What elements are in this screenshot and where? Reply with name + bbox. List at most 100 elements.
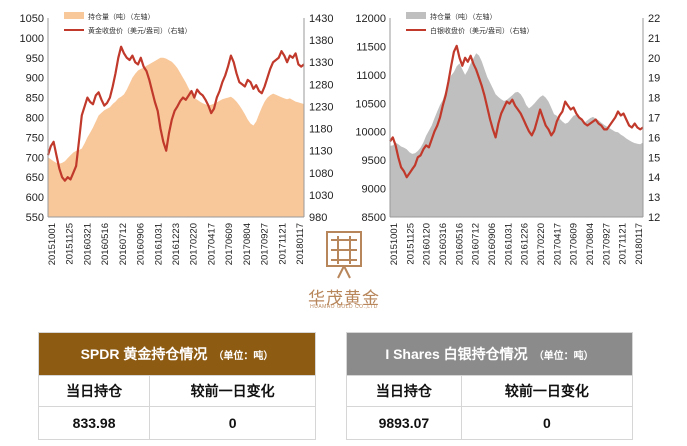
silver-right-tick-label: 15	[648, 152, 660, 164]
gold-x-tick-label: 20170609	[224, 223, 235, 265]
silver-left-tick-label: 12000	[355, 13, 386, 25]
gold-left-tick-label: 650	[26, 172, 44, 184]
silver-left-tick-label: 11000	[356, 70, 386, 82]
silver-left-tick-label: 11500	[356, 41, 386, 53]
gold-holdings-area	[48, 57, 304, 217]
gold-x-tick-label: 20170804	[242, 223, 253, 265]
gold-price-line	[46, 45, 305, 182]
silver-x-tick-label: 20170927	[601, 223, 612, 265]
gold-x-tick-label: 20161031	[153, 223, 164, 265]
silver-left-tick-label: 10500	[355, 98, 386, 110]
gold-holdings-chart: 1050 1000 950 900 850 800 750 700 650 600 550 1430 1…	[20, 12, 333, 265]
silver-x-tick-label: 20160712	[471, 223, 482, 265]
silver-right-tick-label: 19	[648, 73, 660, 85]
silver-right-tick-label: 14	[648, 172, 660, 184]
gold-table-title: SPDR 黄金持仓情况	[80, 346, 208, 362]
gold-right-tick-label: 1130	[309, 146, 333, 158]
silver-x-tick-label: 20160316	[438, 223, 449, 265]
silver-price-line	[389, 44, 644, 179]
gold-right-tick-label: 1230	[309, 101, 333, 113]
silver-x-tick-label: 20170417	[552, 223, 563, 265]
logo-emblem-icon	[326, 231, 362, 279]
silver-holding-value: 9893.07	[346, 406, 462, 440]
gold-table-unit: （单位：吨）	[213, 351, 274, 362]
gold-left-tick-label: 1000	[20, 33, 44, 45]
silver-x-tick-label: 20161226	[520, 223, 531, 265]
gold-x-tick-label: 20160516	[100, 223, 111, 265]
gold-left-tick-label: 600	[26, 192, 44, 204]
silver-right-tick-label: 22	[648, 13, 660, 25]
silver-legend-line-label: 白银收盘价（美元/盎司）（右轴）	[430, 26, 533, 35]
silver-x-tick-label: 20160120	[422, 223, 433, 265]
gold-right-tick-label: 1380	[309, 35, 333, 47]
silver-x-tick-label: 20170609	[569, 223, 580, 265]
silver-holdings-area	[390, 53, 643, 217]
silver-col-change-label: 较前一日变化	[460, 375, 634, 407]
gold-x-tick-label: 20160906	[136, 223, 147, 265]
gold-left-tick-label: 950	[26, 53, 44, 65]
silver-left-tick-label: 9000	[362, 184, 386, 196]
gold-left-tick-label: 1050	[20, 13, 44, 25]
silver-legend-area-swatch	[406, 12, 426, 19]
silver-table-header: I Shares 白银持仓情况 （单位：吨）	[346, 332, 633, 376]
gold-right-tick-label: 1030	[309, 190, 333, 202]
gold-right-tick-label: 1430	[309, 13, 333, 25]
silver-left-tick-label: 10000	[355, 127, 386, 139]
gold-x-tick-label: 20171121	[277, 223, 288, 265]
gold-right-tick-label: 1330	[309, 57, 333, 69]
silver-x-tick-label: 20170804	[585, 223, 596, 265]
gold-x-tick-label: 20151001	[47, 223, 58, 265]
silver-right-tick-label: 18	[648, 93, 660, 105]
silver-right-tick-label: 13	[648, 192, 660, 204]
gold-right-tick-label: 1280	[309, 79, 333, 91]
gold-x-tick-label: 20170220	[189, 223, 200, 265]
silver-left-tick-label: 9500	[362, 155, 386, 167]
silver-table-title: I Shares 白银持仓情况	[385, 346, 528, 362]
silver-holdings-chart: 12000 11500 11000 10500 10000 9500 9000 8500 22 2…	[355, 12, 660, 265]
gold-x-tick-label: 20180117	[295, 223, 306, 265]
silver-right-tick-label: 16	[648, 132, 660, 144]
silver-x-tick-label: 20151125	[405, 223, 416, 265]
gold-left-tick-label: 550	[26, 212, 44, 224]
gold-right-tick-label: 980	[309, 212, 327, 224]
gold-table-header: SPDR 黄金持仓情况 （单位：吨）	[38, 332, 316, 376]
silver-change-value: 0	[460, 406, 634, 440]
logo-brand-name: 华茂黄金	[308, 289, 380, 309]
gold-x-tick-label: 20170927	[260, 223, 271, 265]
silver-table-unit: （单位：吨）	[533, 351, 594, 362]
silver-x-tick-label: 20171121	[618, 223, 629, 265]
gold-col-change-label: 较前一日变化	[149, 375, 316, 407]
silver-x-tick-label: 20180117	[634, 223, 645, 265]
gold-col-holding-label: 当日持仓	[37, 375, 151, 407]
gold-left-tick-label: 800	[26, 113, 44, 125]
silver-x-tick-label: 20161031	[503, 223, 514, 265]
silver-x-tick-label: 20160906	[487, 223, 498, 265]
silver-x-tick-label: 20170220	[536, 223, 547, 265]
gold-legend-line-label: 黄金收盘价（美元/盎司）（右轴）	[88, 26, 191, 35]
gold-right-tick-label: 1180	[309, 124, 333, 136]
gold-left-tick-label: 750	[26, 132, 44, 144]
silver-x-tick-label: 20160516	[454, 223, 465, 265]
gold-x-tick-label: 20160321	[82, 223, 93, 265]
gold-left-tick-label: 700	[26, 152, 44, 164]
silver-x-tick-label: 20151001	[389, 223, 400, 265]
gold-legend-area-label: 持仓量（吨）（左轴）	[88, 12, 155, 21]
huamao-logo: 华茂黄金 HUAMAO GOLD CO.,LTD	[298, 226, 390, 310]
logo-subtitle: HUAMAO GOLD CO.,LTD	[310, 304, 378, 310]
silver-right-tick-label: 17	[648, 113, 660, 125]
gold-x-tick-label: 20160712	[118, 223, 129, 265]
gold-x-tick-label: 20161223	[171, 223, 182, 265]
silver-col-holding-label: 当日持仓	[346, 375, 462, 407]
gold-x-tick-label: 20151125	[65, 223, 76, 265]
silver-left-tick-label: 8500	[362, 212, 386, 224]
silver-holdings-table: I Shares 白银持仓情况 （单位：吨） 当日持仓 较前一日变化 9893.0…	[346, 332, 634, 440]
silver-right-tick-label: 12	[648, 212, 660, 224]
gold-left-tick-label: 900	[26, 73, 44, 85]
gold-x-tick-label: 20170417	[206, 223, 217, 265]
silver-right-tick-label: 21	[648, 33, 660, 45]
silver-legend-area-label: 持仓量（吨）（左轴）	[430, 12, 497, 21]
gold-legend-area-swatch	[64, 12, 84, 19]
gold-right-tick-label: 1080	[309, 168, 333, 180]
gold-holding-value: 833.98	[37, 406, 151, 440]
gold-change-value: 0	[149, 406, 316, 440]
